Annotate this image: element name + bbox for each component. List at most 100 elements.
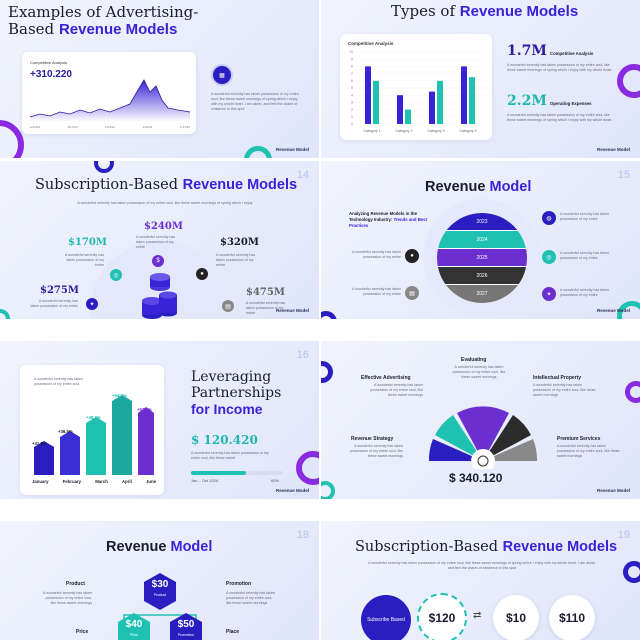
subtitle: A wonderful serenity has taken possessio… bbox=[77, 201, 253, 205]
slide-subscription-pricing[interactable]: 19 Subscription-Based Revenue Models A w… bbox=[321, 521, 640, 640]
slide-revenue-model-years[interactable]: 15 Revenue Model Analyzing Revenue Model… bbox=[321, 161, 640, 319]
stat-1-label: Competitive Analysis bbox=[550, 51, 594, 56]
value-2: $240M bbox=[144, 221, 183, 232]
title-line-2: Partnerships bbox=[191, 385, 282, 401]
slide-types-of-revenue[interactable]: Types of Revenue Models Competitive Anal… bbox=[321, 0, 640, 158]
percent-icon: $ bbox=[152, 255, 164, 267]
y-tick-label: 4 bbox=[351, 93, 353, 97]
right-body-1: A wonderful serenity has taken possessio… bbox=[560, 212, 609, 222]
bar-2-3 bbox=[437, 80, 443, 124]
title-line-1: Examples of Advertising- bbox=[8, 3, 199, 21]
bar-2-1 bbox=[373, 80, 379, 124]
income-body: A wonderful serenity has taken possessio… bbox=[191, 451, 269, 461]
year-band: 2024 bbox=[437, 231, 527, 249]
month-label: March bbox=[95, 479, 108, 484]
slide-title: Types of Revenue Models bbox=[391, 2, 578, 20]
title-highlight: Revenue Models bbox=[459, 3, 579, 20]
title-text: Revenue bbox=[106, 539, 167, 555]
left-body-2: A wonderful serenity has taken possessio… bbox=[352, 287, 401, 297]
title-line-2-text: Based bbox=[8, 20, 55, 38]
target-icon: ◎ bbox=[542, 250, 556, 264]
coin bbox=[142, 297, 162, 305]
label-product: Product bbox=[66, 581, 85, 587]
fan-segment-intellectual-property bbox=[483, 415, 531, 461]
year-band: 2026 bbox=[437, 267, 527, 285]
hex-product-value: $30 bbox=[151, 579, 169, 590]
value-3: $320M bbox=[220, 237, 259, 248]
stat-1-value: 1.7M bbox=[507, 43, 547, 59]
decor-ring bbox=[617, 301, 640, 319]
target-icon: ◎ bbox=[110, 269, 122, 281]
decor-ring bbox=[244, 146, 272, 158]
bar-label: +36.5% bbox=[58, 429, 73, 434]
slide-number: 18 bbox=[296, 529, 309, 541]
title-highlight: Revenue Models bbox=[182, 177, 298, 193]
bar-label: +64.5% bbox=[112, 393, 127, 398]
coin bbox=[142, 301, 162, 315]
exchange-icon: ⇄ bbox=[473, 610, 482, 621]
bar-2-2 bbox=[405, 109, 411, 124]
brand-label: Revenue Model bbox=[275, 147, 309, 152]
stat-2-label: Operating Expenses bbox=[550, 101, 592, 106]
hex-price-label: Price bbox=[129, 633, 139, 637]
brand-label: Revenue Model bbox=[596, 488, 630, 493]
price-circle-2: $10 bbox=[493, 595, 539, 640]
decor-ring bbox=[625, 381, 640, 403]
slide-partnerships[interactable]: 16 A wonderful serenity has taken posses… bbox=[0, 341, 319, 499]
slide-revenue-hex[interactable]: 18 Revenue Model Product A wonderful ser… bbox=[0, 521, 319, 640]
title-text: Types of bbox=[391, 2, 456, 20]
slide-subscription-models[interactable]: 14 Subscription-Based Revenue Models A w… bbox=[0, 161, 319, 319]
title-line-2: Based Revenue Models bbox=[8, 20, 198, 39]
area-fill bbox=[30, 80, 190, 122]
x-tick-label: Category 3 bbox=[427, 129, 444, 133]
hex-promotion-label: Promotion bbox=[177, 633, 195, 637]
chart-title: Competitive Analysis bbox=[348, 41, 394, 46]
month-label: April bbox=[122, 479, 132, 484]
title-text: Revenue bbox=[425, 179, 486, 195]
value-4-body: A wonderful serenity has taken possessio… bbox=[30, 299, 78, 309]
bar-february bbox=[60, 431, 80, 475]
area-chart bbox=[29, 79, 191, 122]
bar-april bbox=[112, 395, 132, 475]
coin bbox=[150, 273, 170, 281]
label-price: Price bbox=[76, 629, 89, 635]
year-band: 2025 bbox=[437, 249, 527, 267]
decor-ring bbox=[0, 309, 10, 319]
brand-label: Revenue Model bbox=[596, 308, 630, 313]
label-revenue-strategy: Revenue Strategy bbox=[351, 436, 394, 442]
date-tick: 1/17/24 bbox=[179, 125, 190, 129]
stat-2-body: A wonderful serenity has taken possessio… bbox=[507, 113, 613, 123]
bar-label: +31.5% bbox=[32, 441, 47, 446]
fan-hub bbox=[471, 449, 495, 469]
chart-note: A wonderful serenity has taken possessio… bbox=[34, 377, 83, 387]
slide-title: Revenue Model bbox=[425, 179, 531, 195]
body-text: A wonderful serenity has taken possessio… bbox=[211, 92, 299, 112]
slide-title: Examples of Advertising- Based Revenue M… bbox=[8, 3, 199, 39]
slide-title: Revenue Model bbox=[106, 539, 212, 555]
growth-chart-card: A wonderful serenity has taken possessio… bbox=[20, 365, 164, 495]
date-tick: 1/17/24 bbox=[67, 125, 78, 129]
label-intellectual-property: Intellectual Property bbox=[533, 375, 582, 381]
title-text: Subscription-Based bbox=[35, 177, 179, 193]
bar-1-3 bbox=[429, 91, 435, 124]
value-1: $170M bbox=[68, 237, 107, 248]
decor-ring bbox=[321, 481, 335, 499]
value-5: $475M bbox=[246, 287, 285, 298]
hex-product bbox=[144, 573, 176, 610]
y-tick-label: 9 bbox=[351, 57, 353, 61]
y-tick-label: 0 bbox=[351, 122, 353, 126]
brand-label: Revenue Model bbox=[275, 488, 309, 493]
slide-revenue-fan[interactable]: Evaluating A wonderful serenity has take… bbox=[321, 341, 640, 499]
price-circle-1: $120 bbox=[417, 593, 467, 640]
fan-segment-premium-services bbox=[483, 439, 538, 461]
value-3-body: A wonderful serenity has taken possessio… bbox=[216, 253, 256, 268]
bulb-icon: ✦ bbox=[542, 287, 556, 301]
hex-promotion bbox=[170, 613, 202, 640]
fan-diagram bbox=[428, 406, 538, 469]
decor-ring bbox=[617, 64, 640, 98]
bar-label: +52.1% bbox=[137, 407, 152, 412]
hex-price bbox=[118, 613, 150, 640]
slide-advertising-models[interactable]: Examples of Advertising- Based Revenue M… bbox=[0, 0, 319, 158]
